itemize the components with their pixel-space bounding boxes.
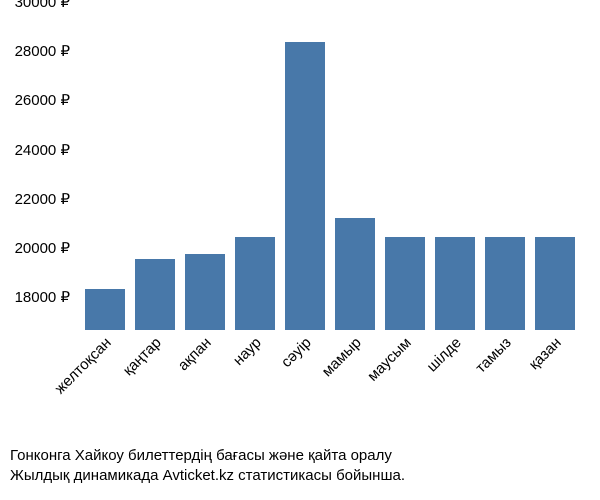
bar: [385, 237, 425, 330]
y-tick: 22000 ₽: [15, 190, 80, 208]
bar-cell: қазан: [530, 20, 580, 330]
caption: Гонконга Хайкоу билеттердің бағасы және …: [10, 446, 405, 487]
caption-line2: Жылдық динамикада Avticket.kz статистика…: [10, 467, 405, 484]
bars-group: желтоқсанқаңтарақпаннаурсәуірмамырмаусым…: [80, 20, 580, 330]
plot-area: желтоқсанқаңтарақпаннаурсәуірмамырмаусым…: [80, 20, 580, 330]
bar: [435, 237, 475, 330]
x-tick: қазан: [524, 333, 564, 373]
y-tick: 28000 ₽: [15, 42, 80, 60]
bar-cell: мамыр: [330, 20, 380, 330]
bar: [285, 42, 325, 330]
bar: [485, 237, 525, 330]
chart-container: желтоқсанқаңтарақпаннаурсәуірмамырмаусым…: [0, 0, 600, 500]
x-tick: желтоқсан: [50, 333, 115, 398]
y-tick: 20000 ₽: [15, 239, 80, 257]
y-tick: 30000 ₽: [15, 0, 80, 11]
x-tick: маусым: [362, 333, 414, 385]
bar-cell: қаңтар: [130, 20, 180, 330]
x-tick: наур: [228, 333, 264, 369]
bar: [185, 254, 225, 330]
bar-cell: сәуір: [280, 20, 330, 330]
bar-cell: маусым: [380, 20, 430, 330]
bar-cell: наур: [230, 20, 280, 330]
x-tick: тамыз: [470, 333, 514, 377]
bar: [135, 259, 175, 330]
bar: [535, 237, 575, 330]
x-tick: ақпан: [173, 333, 214, 374]
y-tick: 24000 ₽: [15, 141, 80, 159]
bar: [85, 289, 125, 330]
bar-cell: тамыз: [480, 20, 530, 330]
bar: [235, 237, 275, 330]
bar-cell: желтоқсан: [80, 20, 130, 330]
x-tick: қаңтар: [118, 333, 164, 379]
y-tick: 18000 ₽: [15, 288, 80, 306]
bar: [335, 218, 375, 330]
bar-cell: шілде: [430, 20, 480, 330]
x-tick: мамыр: [317, 333, 364, 380]
x-tick: сәуір: [276, 333, 314, 371]
caption-line1: Гонконга Хайкоу билеттердің бағасы және …: [10, 447, 392, 464]
bar-cell: ақпан: [180, 20, 230, 330]
y-tick: 26000 ₽: [15, 91, 80, 109]
x-tick: шілде: [422, 333, 465, 376]
